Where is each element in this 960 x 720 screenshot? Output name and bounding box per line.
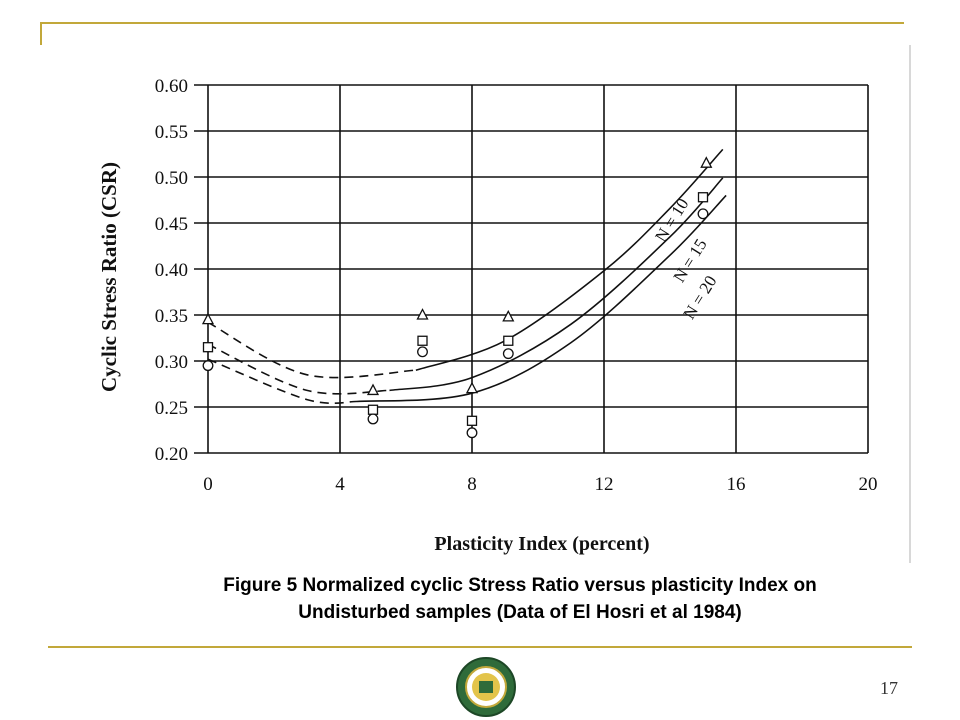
fit-curve-solid-2 [389,177,724,392]
caption-line-2: Undisturbed samples (Data of El Hosri et… [298,602,742,623]
data-point-n10 [416,308,429,320]
x-tick-label: 4 [335,474,345,495]
data-point-n20 [202,360,214,372]
page-number: 17 [880,678,898,698]
data-point-n10 [366,383,380,396]
y-axis-label: Cyclic Stress Ratio (CSR) [97,162,121,392]
fit-curve-dashed-3 [207,358,357,405]
university-seal-logo [456,657,516,717]
x-tick-label: 12 [595,474,614,495]
x-tick-label: 8 [467,474,477,495]
data-point-n20 [466,427,478,439]
y-tick-label: 0.20 [155,444,188,465]
data-point-n20 [697,208,709,220]
y-tick-label: 0.35 [155,306,188,327]
y-tick-label: 0.50 [155,168,188,189]
x-tick-label: 20 [859,474,878,495]
x-axis-label: Plasticity Index (percent) [434,533,649,555]
chart-panel: 0.20 0.25 0.30 0.35 0.40 0.45 0.50 0.55 0.60 0 4 8 1… [40,45,912,565]
y-tick-label: 0.30 [155,352,188,373]
fit-curve-solid-1 [415,148,724,371]
y-tick-label: 0.55 [155,122,188,143]
fit-curve-dashed-1 [207,321,416,379]
y-tick-label: 0.60 [155,76,188,97]
data-point-n15 [503,335,514,346]
data-point-n10 [700,156,713,168]
data-point-n15 [202,342,214,353]
logo-emblem [479,681,493,693]
y-tick-label: 0.45 [155,214,188,235]
fit-curve-solid-3 [356,194,727,403]
data-point-n20 [417,346,428,358]
data-point-n15 [697,192,709,203]
y-tick-label: 0.25 [155,398,188,419]
data-point-n10 [502,309,515,322]
slide-frame-top-line [40,22,904,24]
y-tick-label: 0.40 [155,260,188,281]
x-tick-label: 0 [203,474,213,495]
data-point-n20 [367,413,379,425]
caption-line-1: Figure 5 Normalized cyclic Stress Ratio … [223,575,817,596]
x-tick-label: 16 [727,474,746,495]
data-point-n20 [502,348,514,360]
data-point-n15 [367,404,379,415]
data-point-n15 [417,335,428,346]
data-point-n10 [201,312,215,325]
data-point-n15 [466,415,478,426]
figure-caption: Figure 5 Normalized cyclic Stress Ratio … [120,572,920,626]
csr-vs-plasticity-chart: 0.20 0.25 0.30 0.35 0.40 0.45 0.50 0.55 0.60 0 4 8 1… [40,45,912,565]
slide-frame-bottom-line [48,646,912,648]
data-point-n10 [465,381,479,394]
